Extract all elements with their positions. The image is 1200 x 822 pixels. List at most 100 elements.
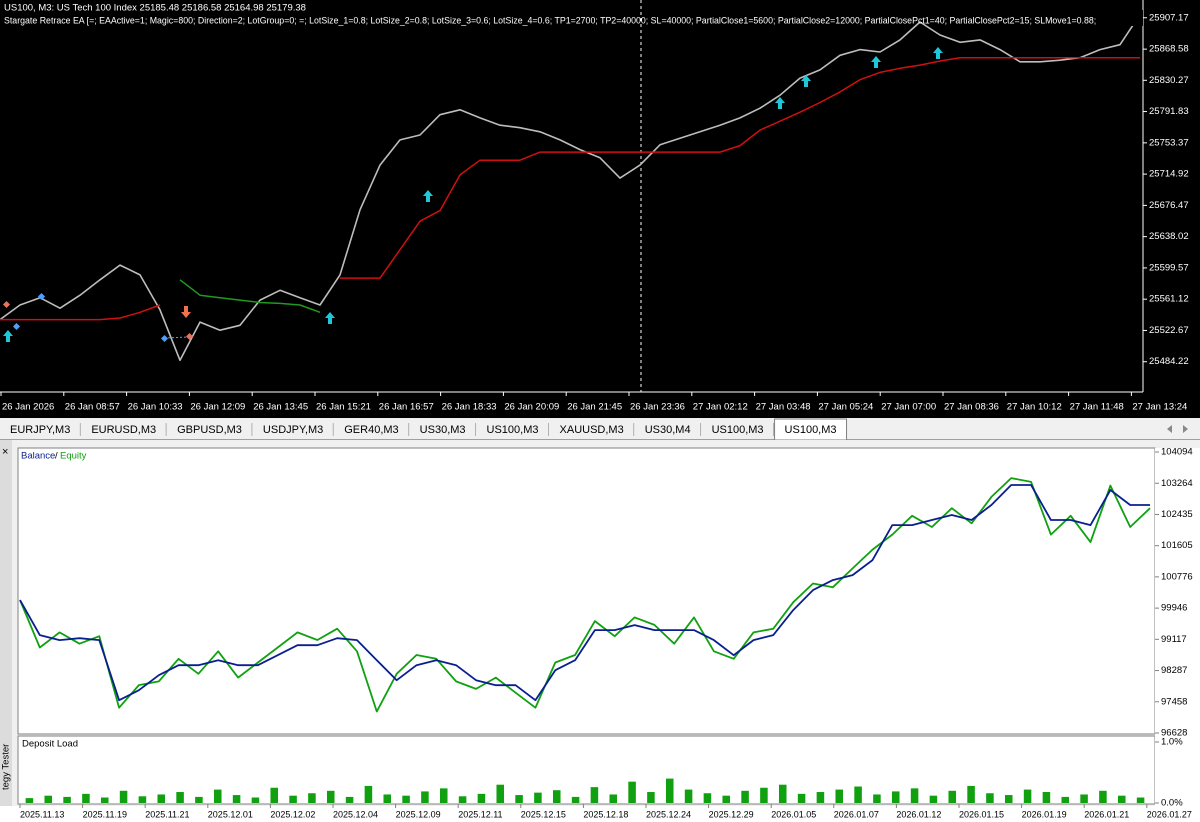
tab-label: US100,M3: [487, 424, 539, 436]
date-tick-label: 2026.01.15: [959, 809, 1004, 819]
tab[interactable]: [549, 421, 634, 439]
deposit-bar: [1023, 789, 1032, 803]
date-tick-label: 2025.12.09: [396, 809, 441, 819]
time-tick-label: 26 Jan 2026: [2, 402, 54, 413]
tab[interactable]: [701, 421, 774, 439]
price-tick-label: 25484.22: [1149, 356, 1189, 367]
deposit-bar: [1136, 797, 1145, 803]
legend-equity: Equity: [60, 451, 87, 462]
signals: [2, 47, 943, 343]
deposit-bar: [552, 790, 561, 803]
tab[interactable]: [476, 421, 549, 439]
deposit-bar: [891, 791, 900, 803]
tab[interactable]: [634, 421, 701, 439]
deposit-title: Deposit Load: [22, 739, 78, 750]
deposit-bar: [270, 787, 279, 803]
price-tick-label: 25676.47: [1149, 200, 1189, 211]
buy-arrow: [325, 312, 335, 324]
deposit-bar: [835, 789, 844, 803]
date-tick-label: 2025.11.13: [20, 809, 64, 819]
price-tick-label: 25561.12: [1149, 294, 1189, 305]
tab[interactable]: [0, 421, 81, 439]
deposit-bar: [402, 795, 410, 803]
time-tick-label: 27 Jan 11:48: [1070, 402, 1124, 413]
date-tick-label: 2026.01.19: [1022, 809, 1067, 819]
date-tick-label: 2025.12.11: [458, 809, 502, 819]
tab[interactable]: [409, 421, 476, 439]
deposit-bar: [571, 796, 580, 803]
deposit-bar: [910, 788, 919, 803]
deposit-bar: [534, 792, 542, 803]
deposit-bar: [816, 792, 825, 803]
deposit-bar: [477, 793, 486, 803]
price-plot: [0, 14, 1141, 362]
deposit-bar: [157, 794, 166, 803]
date-tick-label: 2025.12.24: [646, 809, 691, 819]
deposit-bar: [948, 790, 957, 803]
date-tick-label: 2025.11.19: [83, 809, 127, 819]
price-tick-label: 25907.17: [1149, 12, 1189, 23]
balance-tick-label: 102435: [1161, 509, 1193, 520]
tab[interactable]: [81, 421, 167, 439]
time-tick-label: 27 Jan 13:24: [1132, 402, 1187, 413]
deposit-bar: [63, 796, 71, 803]
tab-scroll[interactable]: [1167, 425, 1188, 433]
deposit-bar: [873, 794, 881, 803]
deposit-bar: [176, 792, 184, 803]
date-tick-label: 2026.01.12: [896, 809, 941, 819]
order-marker: [37, 292, 46, 301]
balance-tick-label: 99117: [1161, 634, 1187, 645]
deposit-bar: [722, 795, 731, 803]
deposit-bar: [364, 785, 373, 803]
tab-label: EURJPY,M3: [10, 424, 70, 436]
buy-arrow: [933, 47, 943, 59]
price-tick-label: 25714.92: [1149, 169, 1189, 180]
tab-label: EURUSD,M3: [91, 424, 156, 436]
deposit-bar: [1117, 795, 1126, 803]
time-tick-label: 26 Jan 12:09: [190, 402, 245, 413]
deposit-bar: [345, 796, 354, 803]
deposit-bar: [1042, 792, 1051, 803]
deposit-bar: [665, 778, 674, 803]
tab[interactable]: [334, 421, 409, 439]
tab[interactable]: [167, 421, 252, 439]
price-line: [0, 14, 1141, 362]
deposit-bar: [797, 793, 806, 803]
balance-tick-label: 98287: [1161, 665, 1187, 676]
symbol-info: US100, M3: US Tech 100 Index 25185.48 25…: [4, 3, 306, 14]
balance-tick-label: 99946: [1161, 603, 1187, 614]
buy-arrow: [871, 56, 881, 68]
deposit-bar: [684, 789, 693, 803]
date-tick-label: 2025.12.04: [333, 809, 378, 819]
time-tick-label: 26 Jan 16:57: [379, 402, 434, 413]
buy-arrow: [801, 75, 811, 87]
price-tick-label: 25791.83: [1149, 106, 1189, 117]
buy-arrow: [423, 190, 433, 202]
deposit-bar: [439, 788, 448, 803]
price-tick-label: 25599.57: [1149, 262, 1189, 273]
price-tick-label: 25830.27: [1149, 75, 1189, 86]
deposit-bar: [119, 790, 128, 803]
deposit-bar: [232, 795, 241, 803]
tab-label: USDJPY,M3: [263, 424, 323, 436]
deposit-bar: [421, 791, 429, 803]
deposit-bar: [44, 795, 53, 803]
time-tick-label: 26 Jan 21:45: [567, 402, 622, 413]
time-tick-label: 26 Jan 08:57: [65, 402, 120, 413]
legend-balance: Balance: [21, 451, 55, 462]
deposit-bar: [778, 784, 787, 803]
time-tick-label: 26 Jan 20:09: [504, 402, 559, 413]
date-tick-label: 2025.12.15: [521, 809, 566, 819]
tab-label: US30,M4: [645, 424, 691, 436]
close-button[interactable]: ×: [2, 446, 8, 458]
stop-line-red: [0, 56, 1140, 321]
time-tick-label: 26 Jan 18:33: [442, 402, 497, 413]
deposit-bar: [515, 795, 523, 803]
tester-sidebar: [0, 440, 12, 822]
date-tick-label: 2025.12.29: [709, 809, 754, 819]
deposit-bar: [1061, 796, 1070, 803]
balance-plot: [19, 477, 1151, 713]
time-tick-label: 27 Jan 05:24: [818, 402, 873, 413]
tab[interactable]: [252, 421, 334, 439]
price-chart-bg: [0, 0, 1200, 418]
